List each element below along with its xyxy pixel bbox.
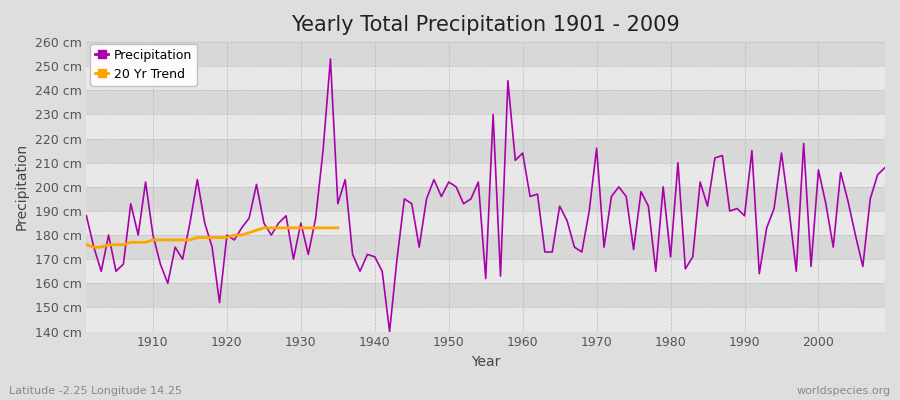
Text: Latitude -2.25 Longitude 14.25: Latitude -2.25 Longitude 14.25 — [9, 386, 182, 396]
Bar — [86, 308, 885, 332]
Bar — [86, 187, 885, 211]
Bar — [86, 66, 885, 90]
Legend: Precipitation, 20 Yr Trend: Precipitation, 20 Yr Trend — [90, 44, 197, 86]
Text: worldspecies.org: worldspecies.org — [796, 386, 891, 396]
Bar — [86, 139, 885, 163]
Bar — [86, 163, 885, 187]
Bar — [86, 90, 885, 114]
Bar — [86, 283, 885, 308]
Bar — [86, 211, 885, 235]
Bar — [86, 114, 885, 139]
Y-axis label: Precipitation: Precipitation — [15, 143, 29, 230]
Title: Yearly Total Precipitation 1901 - 2009: Yearly Total Precipitation 1901 - 2009 — [292, 15, 680, 35]
Bar — [86, 42, 885, 66]
X-axis label: Year: Year — [471, 355, 500, 369]
Bar — [86, 259, 885, 283]
Bar — [86, 235, 885, 259]
